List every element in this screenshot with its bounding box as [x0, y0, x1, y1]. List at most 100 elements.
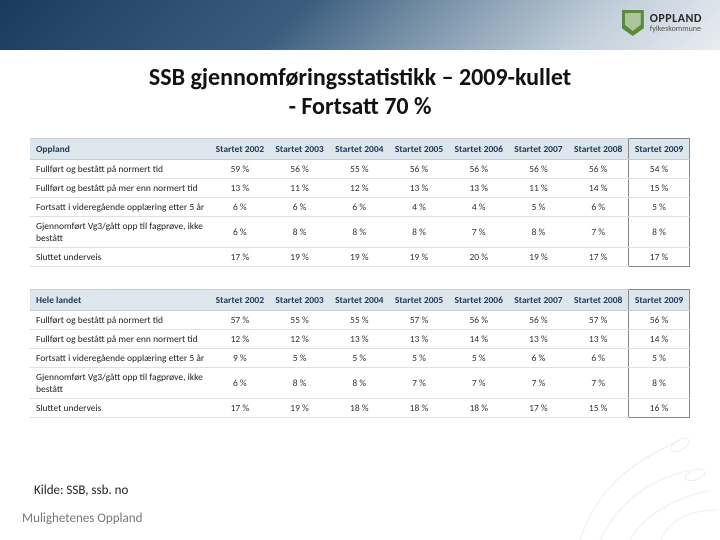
title-line-2: - Fortsatt 70 % [40, 93, 680, 122]
cell-value: 8 % [270, 367, 330, 398]
year-header: Startet 2003 [270, 138, 330, 159]
cell-value: 16 % [629, 398, 690, 417]
cell-value: 56 % [509, 159, 569, 178]
table-row: Fullført og bestått på normert tid59 %56… [30, 159, 690, 178]
cell-value: 13 % [329, 329, 389, 348]
year-header: Startet 2005 [389, 289, 449, 310]
title-block: SSB gjennomføringsstatistikk – 2009-kull… [0, 50, 720, 132]
cell-value: 17 % [210, 247, 270, 266]
cell-value: 19 % [270, 398, 330, 417]
cell-value: 13 % [389, 178, 449, 197]
cell-value: 7 % [449, 216, 509, 247]
cell-value: 54 % [629, 159, 690, 178]
cell-value: 7 % [389, 367, 449, 398]
table-row: Sluttet underveis17 %19 %18 %18 %18 %17 … [30, 398, 690, 417]
cell-value: 8 % [629, 216, 690, 247]
cell-value: 15 % [568, 398, 628, 417]
cell-value: 5 % [629, 197, 690, 216]
table-row: Fortsatt i videregående opplæring etter … [30, 348, 690, 367]
table-row: Fullført og bestått på normert tid57 %55… [30, 310, 690, 329]
cell-value: 12 % [270, 329, 330, 348]
cell-value: 13 % [389, 329, 449, 348]
cell-value: 17 % [509, 398, 569, 417]
cell-value: 56 % [389, 159, 449, 178]
year-header: Startet 2003 [270, 289, 330, 310]
cell-value: 6 % [210, 367, 270, 398]
cell-value: 6 % [568, 197, 628, 216]
year-header: Startet 2002 [210, 289, 270, 310]
row-label: Gjennomført Vg3/gått opp til fagprøve, i… [30, 216, 210, 247]
cell-value: 8 % [329, 216, 389, 247]
cell-value: 12 % [210, 329, 270, 348]
year-header: Startet 2009 [629, 138, 690, 159]
cell-value: 8 % [629, 367, 690, 398]
cell-value: 18 % [329, 398, 389, 417]
title-line-1: SSB gjennomføringsstatistikk – 2009-kull… [40, 64, 680, 93]
row-label: Fortsatt i videregående opplæring etter … [30, 348, 210, 367]
year-header: Startet 2005 [389, 138, 449, 159]
header-band: OPPLAND fylkeskommune [0, 0, 720, 50]
row-label: Fullført og bestått på mer enn normert t… [30, 329, 210, 348]
year-header: Startet 2004 [329, 289, 389, 310]
cell-value: 7 % [568, 367, 628, 398]
table-row: Sluttet underveis17 %19 %19 %19 %20 %19 … [30, 247, 690, 266]
table-row: Fullført og bestått på mer enn normert t… [30, 329, 690, 348]
cell-value: 17 % [210, 398, 270, 417]
year-header: Startet 2006 [449, 138, 509, 159]
cell-value: 13 % [509, 329, 569, 348]
cell-value: 17 % [568, 247, 628, 266]
table-hele-landet: Hele landetStartet 2002Startet 2003Start… [30, 289, 690, 418]
shield-icon [622, 10, 644, 36]
cell-value: 7 % [509, 367, 569, 398]
cell-value: 19 % [270, 247, 330, 266]
cell-value: 14 % [449, 329, 509, 348]
cell-value: 5 % [329, 348, 389, 367]
table-row: Gjennomført Vg3/gått opp til fagprøve, i… [30, 367, 690, 398]
cell-value: 13 % [449, 178, 509, 197]
cell-value: 8 % [270, 216, 330, 247]
cell-value: 56 % [629, 310, 690, 329]
row-label: Fortsatt i videregående opplæring etter … [30, 197, 210, 216]
cell-value: 4 % [449, 197, 509, 216]
cell-value: 6 % [509, 348, 569, 367]
cell-value: 14 % [629, 329, 690, 348]
cell-value: 17 % [629, 247, 690, 266]
cell-value: 5 % [270, 348, 330, 367]
cell-value: 5 % [629, 348, 690, 367]
cell-value: 5 % [449, 348, 509, 367]
cell-value: 56 % [509, 310, 569, 329]
cell-value: 14 % [568, 178, 628, 197]
row-label: Sluttet underveis [30, 247, 210, 266]
table-oppland: OpplandStartet 2002Startet 2003Startet 2… [30, 138, 690, 267]
cell-value: 4 % [389, 197, 449, 216]
table-row: Fortsatt i videregående opplæring etter … [30, 197, 690, 216]
source-text: Kilde: SSB, ssb. no [34, 483, 128, 498]
cell-value: 19 % [389, 247, 449, 266]
table-row: Fullført og bestått på mer enn normert t… [30, 178, 690, 197]
footer-slogan: Mulighetenes Oppland [22, 511, 142, 526]
cell-value: 57 % [210, 310, 270, 329]
cell-value: 18 % [449, 398, 509, 417]
cell-value: 6 % [329, 197, 389, 216]
table-row: Gjennomført Vg3/gått opp til fagprøve, i… [30, 216, 690, 247]
cell-value: 6 % [568, 348, 628, 367]
cell-value: 6 % [210, 197, 270, 216]
cell-value: 15 % [629, 178, 690, 197]
cell-value: 5 % [389, 348, 449, 367]
cell-value: 55 % [270, 310, 330, 329]
year-header: Startet 2008 [568, 289, 628, 310]
cell-value: 20 % [449, 247, 509, 266]
cell-value: 56 % [568, 159, 628, 178]
row-label: Sluttet underveis [30, 398, 210, 417]
cell-value: 9 % [210, 348, 270, 367]
year-header: Startet 2004 [329, 138, 389, 159]
cell-value: 18 % [389, 398, 449, 417]
cell-value: 56 % [270, 159, 330, 178]
cell-value: 13 % [210, 178, 270, 197]
cell-value: 6 % [270, 197, 330, 216]
cell-value: 56 % [449, 159, 509, 178]
cell-value: 8 % [389, 216, 449, 247]
cell-value: 11 % [270, 178, 330, 197]
decorative-leaves-icon [560, 420, 720, 540]
cell-value: 55 % [329, 159, 389, 178]
